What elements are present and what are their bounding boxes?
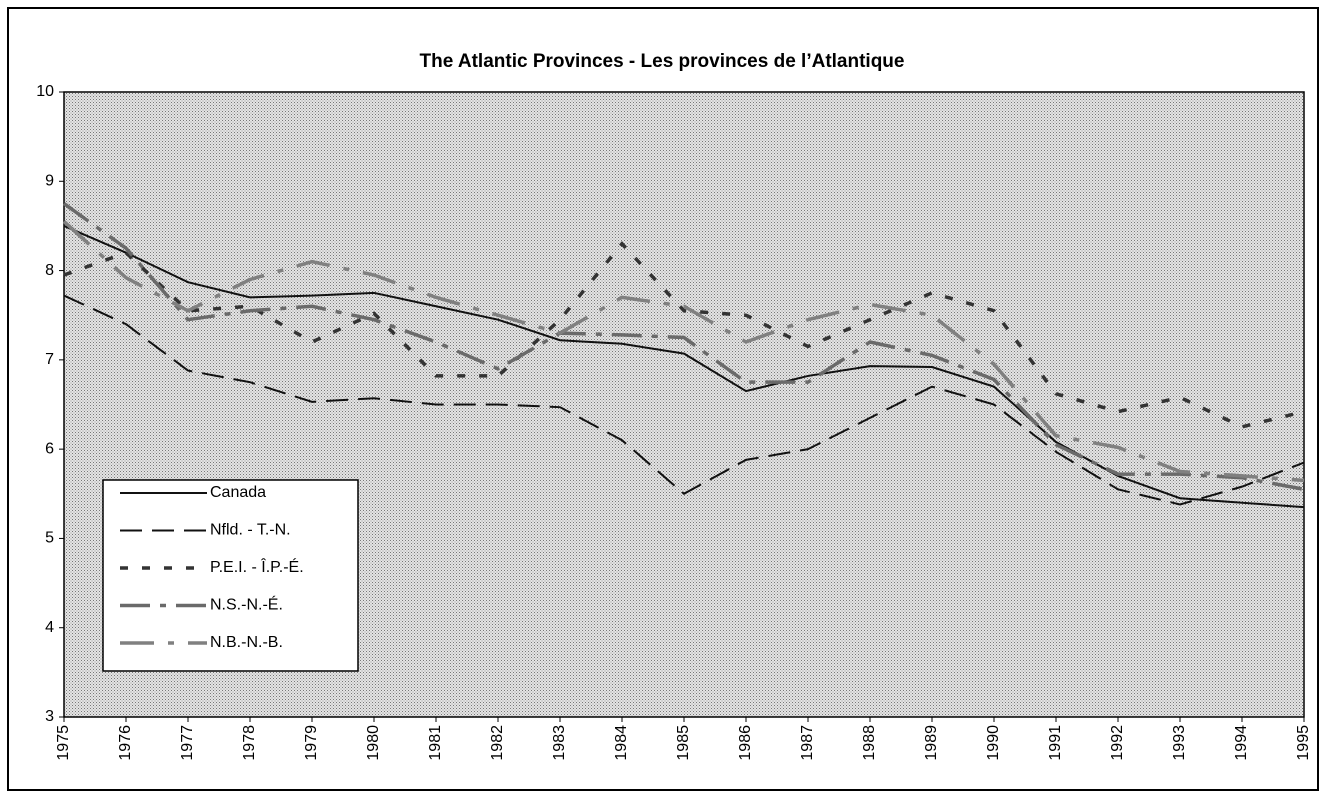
legend-label: N.S.-N.-É. — [210, 595, 283, 614]
series-line — [63, 241, 1305, 429]
legend-label: Canada — [210, 484, 266, 501]
y-tick-label: 3 — [45, 708, 54, 725]
x-tick-label: 1975 — [55, 725, 72, 761]
x-tick-label: 1995 — [1295, 725, 1312, 761]
y-tick-label: 5 — [45, 530, 54, 547]
x-tick-label: 1979 — [303, 725, 320, 761]
x-tick-label: 1991 — [1047, 725, 1064, 761]
x-tick-label: 1977 — [179, 725, 196, 761]
legend-box — [102, 479, 359, 672]
x-tick-label: 1978 — [241, 725, 258, 761]
legend-label: Nfld. - T.-N. — [210, 522, 291, 539]
legend-label: P.E.I. - Î.P.-É. — [210, 557, 304, 576]
legend-label: N.B.-N.-B. — [210, 634, 283, 651]
x-tick-label: 1989 — [923, 725, 940, 761]
x-tick-label: 1992 — [1109, 725, 1126, 761]
x-tick-label: 1983 — [551, 725, 568, 761]
x-tick-label: 1988 — [861, 725, 878, 761]
chart-title: The Atlantic Provinces - Les provinces d… — [420, 51, 905, 72]
y-tick-label: 7 — [45, 351, 54, 368]
y-tick-label: 4 — [45, 619, 54, 636]
x-tick-label: 1982 — [489, 725, 506, 761]
series-line — [62, 202, 1305, 492]
x-tick-label: 1994 — [1233, 725, 1250, 761]
x-tick-label: 1986 — [737, 725, 754, 761]
x-tick-label: 1985 — [675, 725, 692, 761]
series-line — [62, 220, 1305, 483]
y-tick-label: 9 — [45, 173, 54, 190]
x-tick-label: 1993 — [1171, 725, 1188, 761]
y-tick-label: 10 — [36, 83, 54, 100]
x-tick-label: 1984 — [613, 725, 630, 761]
series-line — [63, 225, 1305, 509]
x-tick-label: 1990 — [985, 725, 1002, 761]
x-tick-label: 1976 — [117, 725, 134, 761]
x-tick-label: 1987 — [799, 725, 816, 761]
y-tick-label: 8 — [45, 262, 54, 279]
series-line — [63, 294, 1305, 506]
y-tick-label: 6 — [45, 440, 54, 457]
x-tick-label: 1980 — [365, 725, 382, 761]
x-tick-label: 1981 — [427, 725, 444, 761]
